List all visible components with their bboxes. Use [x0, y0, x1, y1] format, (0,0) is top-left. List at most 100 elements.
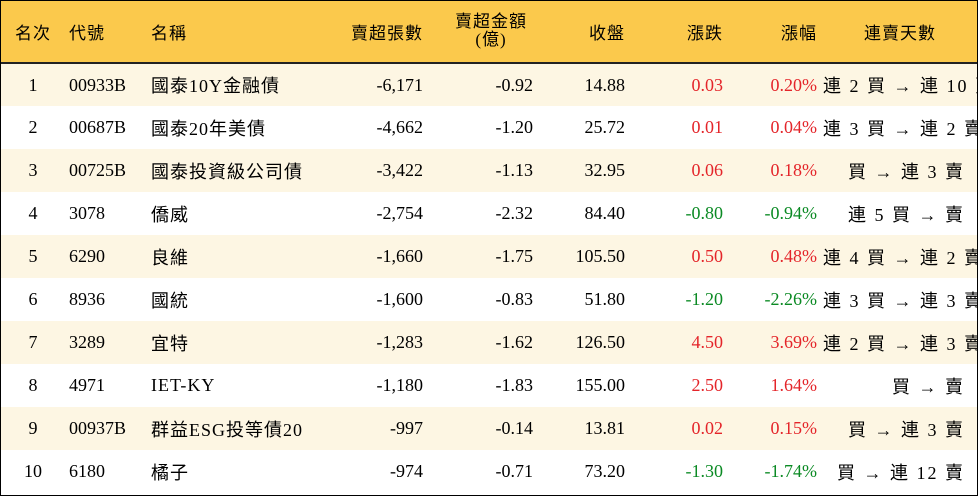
row-net-sell-shares: -3,422 — [376, 160, 424, 180]
row-net-sell-amount: -2.32 — [495, 203, 534, 223]
row-close: 155.00 — [575, 375, 626, 395]
row-name: 僑威 — [151, 204, 189, 225]
row-close: 84.40 — [584, 203, 626, 223]
row-code: 3078 — [69, 203, 105, 223]
row-net-sell-amount: -0.71 — [495, 461, 534, 481]
row-close: 32.95 — [584, 160, 626, 180]
row-net-sell-shares: -1,283 — [376, 332, 424, 352]
row-rank: 10 — [24, 461, 42, 481]
row-net-sell-amount: -1.83 — [495, 375, 534, 395]
row-code: 00687B — [69, 117, 127, 137]
row-change: 2.50 — [691, 375, 724, 395]
row-rank: 8 — [28, 375, 38, 395]
header-row: 名次 代號 名稱 賣超張數 賣超金額 (億) 收盤 漲跌 漲幅 連賣天數 — [1, 1, 977, 64]
row-change: 0.06 — [691, 160, 724, 180]
row-net-sell-amount: -0.92 — [495, 74, 534, 95]
row-net-sell-amount: -0.14 — [495, 418, 534, 438]
row-close: 105.50 — [575, 246, 626, 266]
row-net-sell-amount: -1.13 — [495, 160, 534, 180]
row-streak: 買 → 連 3 賣 — [848, 161, 965, 182]
table-header: 名次 代號 名稱 賣超張數 賣超金額 (億) 收盤 漲跌 漲幅 連賣天數 — [1, 1, 977, 64]
row-change-pct: -1.74% — [764, 461, 818, 481]
row-net-sell-shares: -2,754 — [376, 203, 424, 223]
row-name: 橘子 — [151, 462, 189, 483]
row-streak: 連 2 買 → 連 3 賣 — [823, 333, 978, 354]
row-net-sell-shares: -4,662 — [376, 117, 424, 137]
row-net-sell-shares: -974 — [390, 461, 423, 481]
table-row: 9 00937B 群益ESG投等債20 -997 -0.14 13.81 0.02 0.15%… — [1, 407, 977, 450]
row-change: 0.50 — [691, 246, 724, 266]
row-close: 25.72 — [584, 117, 626, 137]
row-change-pct: 0.15% — [770, 418, 818, 438]
row-name: 宜特 — [151, 333, 189, 354]
row-change-pct: 0.20% — [770, 74, 818, 95]
row-name: 良維 — [151, 247, 189, 268]
row-name: IET-KY — [151, 375, 216, 395]
row-change: 0.01 — [691, 117, 724, 137]
row-net-sell-amount: -1.75 — [495, 246, 534, 266]
row-change: 0.03 — [691, 74, 724, 95]
row-rank: 4 — [28, 203, 38, 223]
table-row: 2 00687B 國泰20年美債 -4,662 -1.20 25.72 0.01 0.04% 連… — [1, 106, 978, 149]
header-code: 代號 — [65, 1, 147, 64]
row-close: 126.50 — [575, 332, 626, 352]
row-name: 國泰投資級公司債 — [151, 161, 303, 182]
row-change: -1.20 — [685, 289, 724, 309]
table-body: 1 00933B 國泰10Y金融債 -6,171 -0.92 14.88 0.03 0.20%… — [1, 63, 978, 493]
row-change-pct: -2.26% — [764, 289, 818, 309]
row-code: 3289 — [69, 332, 105, 352]
row-name: 群益ESG投等債20 — [151, 419, 304, 440]
row-code: 00937B — [69, 418, 127, 438]
table-row: 6 8936 國統 -1,600 -0.83 51.80 -1.20 -2.26% 連 3 買 … — [1, 278, 978, 321]
row-name: 國統 — [151, 290, 189, 311]
row-rank: 2 — [28, 117, 38, 137]
row-change: -0.80 — [685, 203, 724, 223]
header-net-sell-shares: 賣超張數 — [321, 1, 429, 64]
row-change: -1.30 — [685, 461, 724, 481]
row-streak: 連 4 買 → 連 2 賣 — [823, 247, 978, 268]
row-change-pct: 1.64% — [770, 375, 818, 395]
header-close: 收盤 — [539, 1, 631, 64]
row-net-sell-shares: -6,171 — [376, 74, 424, 95]
row-close: 13.81 — [584, 418, 626, 438]
row-rank: 1 — [28, 74, 38, 95]
table-row: 10 6180 橘子 -974 -0.71 73.20 -1.30 -1.74% 買 → 連 1… — [1, 450, 977, 493]
header-streak: 連賣天數 — [823, 1, 977, 64]
row-net-sell-shares: -1,180 — [376, 375, 424, 395]
row-streak: 買 → 連 12 賣 — [837, 462, 965, 483]
row-net-sell-shares: -1,660 — [376, 246, 424, 266]
header-change: 漲跌 — [631, 1, 729, 64]
row-rank: 3 — [28, 160, 38, 180]
row-streak: 連 5 買 → 賣 — [848, 204, 965, 225]
row-streak: 買 → 連 3 賣 — [848, 419, 965, 440]
row-code: 4971 — [69, 375, 105, 395]
row-rank: 5 — [28, 246, 38, 266]
table-row: 7 3289 宜特 -1,283 -1.62 126.50 4.50 3.69% 連 2 買 →… — [1, 321, 978, 364]
row-rank: 9 — [28, 418, 38, 438]
row-streak: 買 → 賣 — [892, 376, 965, 397]
table-row: 5 6290 良維 -1,660 -1.75 105.50 0.50 0.48% 連 4 買 →… — [1, 235, 978, 278]
row-rank: 6 — [28, 289, 38, 309]
row-net-sell-amount: -1.20 — [495, 117, 534, 137]
row-close: 73.20 — [584, 461, 626, 481]
row-streak: 連 3 買 → 連 3 賣 — [823, 290, 978, 311]
row-streak: 連 3 買 → 連 2 賣 — [823, 118, 978, 139]
row-change-pct: 0.48% — [770, 246, 818, 266]
row-close: 14.88 — [584, 74, 626, 95]
header-change-pct: 漲幅 — [729, 1, 823, 64]
row-code: 6290 — [69, 246, 105, 266]
row-code: 8936 — [69, 289, 105, 309]
header-net-sell-amount: 賣超金額 (億) — [429, 1, 539, 64]
row-name: 國泰20年美債 — [151, 118, 266, 139]
row-close: 51.80 — [584, 289, 626, 309]
row-change: 0.02 — [691, 418, 724, 438]
row-code: 00725B — [69, 160, 127, 180]
row-code: 00933B — [69, 74, 127, 95]
table-row: 4 3078 僑威 -2,754 -2.32 84.40 -0.80 -0.94% 連 5 買 … — [1, 192, 977, 235]
row-change-pct: 0.04% — [770, 117, 818, 137]
row-change-pct: 0.18% — [770, 160, 818, 180]
row-change-pct: 3.69% — [770, 332, 818, 352]
row-net-sell-amount: -1.62 — [495, 332, 534, 352]
row-streak: 連 2 買 → 連 10 賣 — [823, 76, 978, 96]
